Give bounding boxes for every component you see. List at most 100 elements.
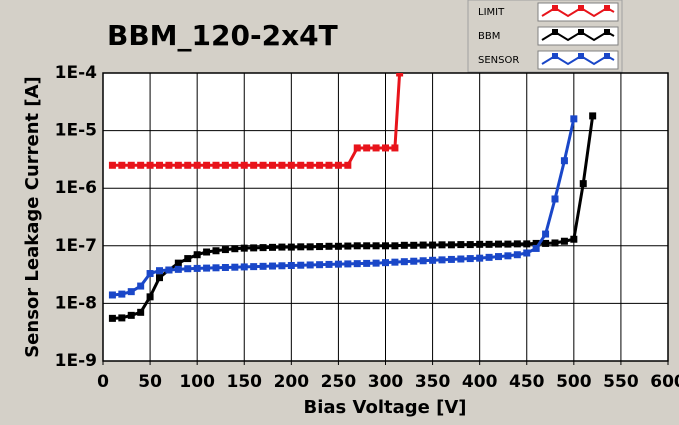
data-point [278,243,286,251]
data-point [287,243,295,251]
data-point [108,161,116,169]
x-tick-label: 50 [138,372,162,392]
data-point [447,241,455,249]
data-point [137,282,145,290]
data-point [108,314,116,322]
y-tick-label: 1E-7 [55,236,97,256]
data-point [259,244,267,252]
x-tick-label: 0 [97,372,109,392]
data-point [560,157,568,165]
data-point [382,144,389,152]
data-point [372,242,380,250]
data-point [240,161,248,169]
data-point [504,240,512,248]
data-point [551,239,559,247]
legend-marker [552,53,558,59]
data-point [174,265,182,273]
data-point [146,293,154,301]
data-point [542,239,550,247]
data-point [485,240,493,248]
legend-label: BBM [478,31,500,42]
data-point [212,264,220,272]
x-tick-label: 600 [650,372,679,392]
data-point [429,241,437,249]
data-point [259,161,267,169]
data-point [334,161,342,169]
data-point [353,242,361,250]
y-axis-label: Sensor Leakage Current [A] [22,76,43,358]
plot-frame [102,72,669,362]
data-point [353,260,361,268]
data-point [447,255,455,263]
data-point [513,251,521,259]
data-point [495,253,502,261]
data-point [156,161,163,169]
data-point [570,235,578,243]
y-tick-label: 1E-9 [55,351,97,371]
data-point [513,240,521,248]
data-point [560,237,568,245]
data-point [589,112,597,120]
data-point [419,241,427,249]
data-point [108,291,116,299]
data-point [532,244,540,252]
data-point [212,161,220,169]
data-point [457,241,465,249]
data-point [316,243,324,251]
y-tick-label: 1E-8 [55,293,97,313]
x-tick-label: 400 [462,372,498,392]
data-point [212,247,220,255]
x-tick-label: 250 [321,372,357,392]
legend-marker [604,53,610,59]
data-point [523,249,531,257]
data-point [391,242,399,250]
data-point [137,161,145,169]
data-point [363,144,371,152]
x-tick-label: 150 [227,372,263,392]
data-point [127,311,135,319]
y-tick-label: 1E-4 [55,63,97,83]
data-point [287,161,295,169]
x-tick-label: 500 [556,372,592,392]
data-point [193,251,201,259]
x-tick-label: 450 [509,372,545,392]
data-point [457,255,465,263]
data-point [231,245,239,253]
data-point [523,240,531,248]
data-point [344,260,352,268]
x-tick-label: 350 [415,372,451,392]
data-point [137,308,145,316]
data-point [118,161,126,169]
data-point [429,256,437,264]
data-point [118,314,126,322]
x-tick-label: 300 [368,372,404,392]
data-point [221,161,229,169]
data-point [438,256,446,264]
series-line [112,115,595,320]
x-axis-label: Bias Voltage [V] [304,397,467,418]
data-point [504,252,512,260]
data-point [297,161,305,169]
data-point [240,244,248,252]
data-point [156,267,163,275]
legend-marker [604,29,610,35]
legend-label: LIMIT [478,7,505,18]
data-point [165,161,173,169]
data-point [240,263,248,271]
data-point [363,242,371,250]
data-point [391,258,399,266]
data-point [269,161,276,169]
data-point [306,261,314,269]
data-point [396,73,404,77]
data-point [334,242,342,250]
data-point [203,248,211,256]
data-point [146,161,154,169]
data-point [476,240,484,248]
data-point [174,259,182,267]
data-point [165,266,173,274]
legend-marker [578,5,584,11]
data-point [532,239,540,247]
data-point [250,263,258,271]
data-point [193,161,201,169]
